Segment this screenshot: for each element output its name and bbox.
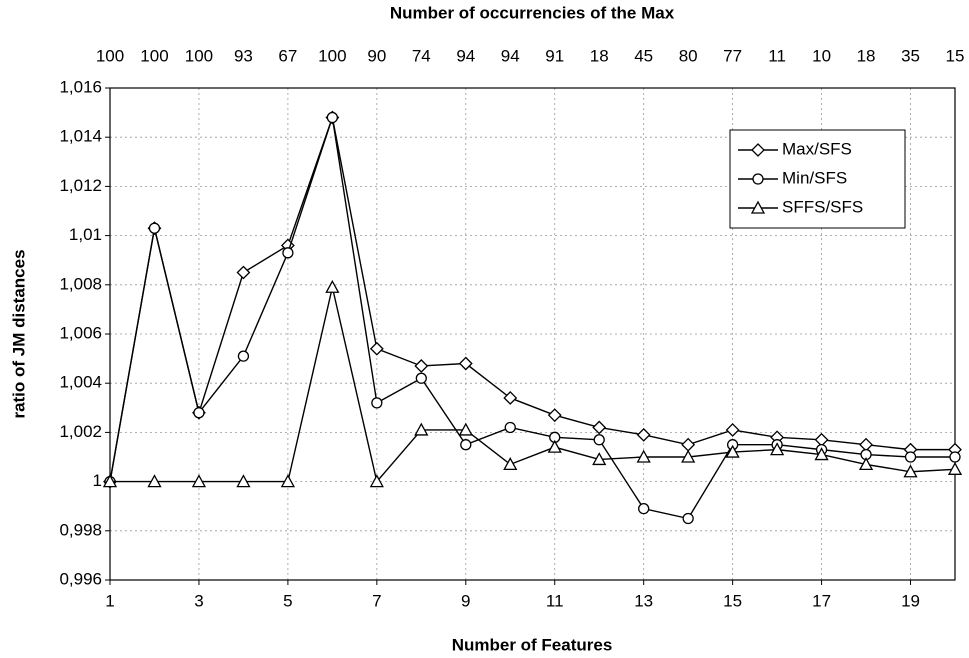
top-tick-label: 45 (634, 46, 653, 65)
x-tick-label: 15 (723, 591, 742, 610)
series-line (109, 114, 955, 482)
top-tick-label: 18 (590, 46, 609, 65)
x-tick-label: 13 (634, 591, 653, 610)
marker (681, 437, 696, 452)
marker (593, 434, 605, 446)
series-line (109, 117, 955, 520)
top-tick-label: 100 (140, 46, 168, 65)
legend-marker (750, 200, 766, 214)
marker (725, 423, 740, 437)
marker (414, 422, 429, 436)
top-tick-label: 74 (412, 46, 431, 65)
marker (858, 457, 874, 471)
marker (458, 422, 473, 436)
top-tick-label: 80 (679, 46, 698, 65)
marker (903, 464, 918, 478)
marker (770, 442, 785, 456)
legend-label: SFFS/SFS (782, 197, 863, 216)
plot-frame (109, 87, 956, 581)
marker (592, 452, 607, 466)
marker (814, 447, 829, 461)
y-tick-label: 1,006 (59, 323, 102, 342)
marker (904, 451, 917, 463)
top-tick-label: 18 (857, 46, 876, 65)
x-tick-label: 17 (812, 591, 831, 610)
marker (415, 372, 427, 384)
top-tick-label: 93 (234, 46, 253, 65)
marker (636, 427, 651, 442)
y-tick-label: 1,002 (59, 422, 102, 441)
top-tick-label: 100 (96, 46, 124, 65)
marker (725, 444, 740, 458)
marker (636, 449, 651, 463)
marker (237, 350, 250, 362)
x-tick-label: 5 (283, 591, 292, 610)
legend-marker (751, 143, 765, 157)
marker (592, 420, 607, 435)
top-tick-label: 100 (318, 46, 346, 65)
y-tick-label: 0,998 (59, 520, 102, 539)
top-tick-label: 91 (545, 46, 564, 65)
marker (681, 449, 696, 463)
marker (282, 247, 294, 259)
top-tick-label: 67 (278, 46, 297, 65)
marker (504, 421, 516, 434)
x-tick-label: 7 (372, 591, 381, 610)
marker (414, 359, 429, 373)
y-tick-label: 1 (93, 471, 102, 490)
marker (638, 503, 650, 515)
y-axis-title: ratio of JM distances (9, 249, 28, 418)
marker (460, 439, 472, 451)
marker (148, 222, 161, 234)
marker (193, 407, 205, 419)
legend-label: Max/SFS (782, 139, 852, 158)
marker (102, 474, 118, 488)
marker (369, 474, 384, 488)
marker (280, 474, 295, 488)
x-axis-title: Number of Features (452, 635, 613, 654)
y-tick-label: 1,01 (69, 225, 102, 244)
x-tick-label: 9 (461, 591, 470, 610)
top-tick-label: 15 (946, 46, 965, 65)
marker (547, 408, 562, 423)
x-tick-label: 11 (546, 591, 564, 610)
legend-label: Min/SFS (782, 168, 847, 187)
legend-marker (752, 173, 764, 185)
top-tick-label: 11 (768, 46, 786, 65)
top-tick-label: 90 (367, 46, 386, 65)
top-tick-label: 94 (456, 46, 475, 65)
marker (191, 474, 207, 488)
marker (547, 439, 562, 453)
marker (947, 461, 963, 475)
x-tick-label: 19 (901, 591, 920, 610)
series-line (110, 287, 956, 484)
top-tick-label: 77 (723, 46, 742, 65)
marker (458, 356, 473, 371)
top-tick-label: 100 (185, 46, 213, 65)
marker (236, 474, 251, 488)
marker (371, 397, 383, 409)
marker (147, 474, 162, 488)
marker (325, 279, 340, 293)
marker (369, 341, 384, 356)
top-axis-title: Number of occurrencies of the Max (390, 3, 675, 22)
y-tick-label: 1,012 (59, 176, 102, 195)
y-tick-label: 1,004 (59, 373, 102, 392)
marker (236, 265, 251, 280)
marker (503, 457, 518, 471)
marker (949, 451, 961, 463)
top-tick-label: 35 (901, 46, 920, 65)
x-tick-label: 3 (194, 591, 203, 610)
y-tick-label: 0,996 (59, 569, 102, 588)
top-tick-label: 94 (501, 46, 520, 65)
top-tick-label: 10 (812, 46, 831, 65)
x-tick-label: 1 (105, 591, 114, 610)
y-tick-label: 1,014 (59, 127, 102, 146)
marker (682, 512, 694, 525)
marker (503, 391, 518, 405)
y-tick-label: 1,008 (59, 274, 102, 293)
y-tick-label: 1,016 (59, 77, 102, 96)
marker (326, 111, 339, 124)
